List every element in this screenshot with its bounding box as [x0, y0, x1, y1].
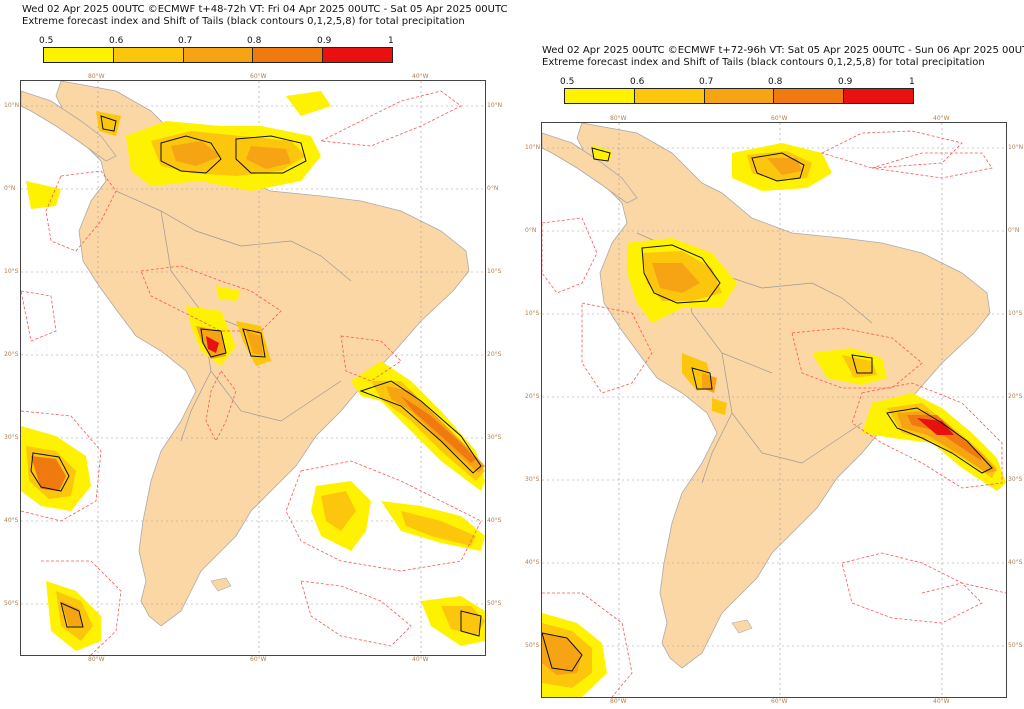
- colorbar-label: 0.9: [317, 36, 332, 46]
- left-map-svg: [21, 81, 485, 655]
- colorbar-label: 0.5: [39, 36, 54, 46]
- colorbar-label: 1: [388, 36, 394, 46]
- lat-label-right: 30°S: [1008, 476, 1023, 483]
- efi-southeast: [351, 361, 485, 491]
- central-america-land: [542, 132, 638, 204]
- lat-label: 10°S: [4, 268, 19, 275]
- lat-label-right: 10°N: [487, 102, 503, 109]
- right-title-line2: Extreme forecast index and Shift of Tail…: [542, 57, 985, 68]
- lat-label-right: 40°S: [1008, 559, 1023, 566]
- efi-north: [592, 143, 832, 191]
- lon-label-bottom: 60°W: [250, 656, 267, 663]
- right-map: [541, 122, 1007, 698]
- colorbar-segment: [113, 48, 184, 62]
- colorbar-label: 0.6: [109, 36, 124, 46]
- colorbar-label: 0.8: [768, 77, 783, 87]
- black-contours: [30, 115, 482, 637]
- right-title-line1: Wed 02 Apr 2025 00UTC ©ECMWF t+72-96h VT…: [542, 45, 1024, 56]
- lat-label-right: 10°S: [1008, 310, 1023, 317]
- lat-label: 30°S: [4, 434, 19, 441]
- lat-label-right: 50°S: [1008, 642, 1023, 649]
- lat-label-right: 20°S: [1008, 393, 1023, 400]
- efi-west-amazon: [627, 238, 737, 415]
- colorbar-segment: [634, 89, 705, 103]
- colorbar-label: 0.6: [630, 77, 645, 87]
- lat-label-right: 10°N: [1008, 144, 1024, 151]
- left-title-line1: Wed 02 Apr 2025 00UTC ©ECMWF t+48-72h VT…: [22, 4, 508, 15]
- lat-label-right: 10°S: [487, 268, 502, 275]
- lat-label: 10°N: [4, 102, 20, 109]
- lat-label: 20°S: [4, 351, 19, 358]
- lat-label-right: 0°N: [1008, 227, 1020, 234]
- lat-label: 10°N: [525, 144, 541, 151]
- lon-label-bottom: 80°W: [88, 656, 105, 663]
- lon-label: 60°W: [771, 115, 788, 122]
- colorbar-label: 0.5: [560, 77, 575, 87]
- right-map-svg: [542, 123, 1006, 697]
- graticule: [542, 123, 1006, 697]
- lat-label: 0°N: [4, 185, 16, 192]
- colorbar-segment: [565, 89, 635, 103]
- colorbar-segment: [844, 89, 913, 103]
- falklands-land: [210, 577, 232, 592]
- red-contours: [21, 90, 482, 655]
- lat-label: 10°S: [525, 310, 540, 317]
- lon-label: 60°W: [250, 73, 267, 80]
- lon-label-bottom: 40°W: [933, 698, 950, 705]
- lat-label: 40°S: [4, 517, 19, 524]
- left-title-line2: Extreme forecast index and Shift of Tail…: [22, 16, 465, 27]
- lat-label: 40°S: [525, 559, 540, 566]
- colorbar-segment: [253, 48, 324, 62]
- lon-label: 40°W: [412, 73, 429, 80]
- lat-label-right: 20°S: [487, 351, 502, 358]
- falklands-land: [731, 619, 753, 634]
- lon-label-bottom: 60°W: [771, 698, 788, 705]
- central-america-land: [21, 90, 117, 162]
- colorbar-segment: [183, 48, 254, 62]
- colorbar-segment: [774, 89, 845, 103]
- colorbar-label: 0.7: [699, 77, 714, 87]
- colorbar-label: 0.7: [178, 36, 193, 46]
- lat-label: 0°N: [525, 227, 537, 234]
- efi-pacific: [21, 426, 101, 651]
- lat-label-right: 50°S: [487, 600, 502, 607]
- efi-atlantic: [311, 481, 485, 646]
- lon-label: 80°W: [88, 73, 105, 80]
- left-map: [20, 80, 486, 656]
- colorbar-label: 0.8: [247, 36, 262, 46]
- lat-label-right: 0°N: [487, 185, 499, 192]
- colorbar-label: 1: [909, 77, 915, 87]
- lat-label: 20°S: [525, 393, 540, 400]
- efi-central: [186, 286, 271, 366]
- black-contours: [542, 147, 993, 672]
- colorbar-segment: [323, 48, 392, 62]
- red-contours: [542, 130, 1006, 697]
- colorbar-label: 0.9: [838, 77, 853, 87]
- lon-label-bottom: 80°W: [610, 698, 627, 705]
- colorbar-segment: [704, 89, 775, 103]
- colorbar-segment: [44, 48, 114, 62]
- lon-label: 80°W: [610, 115, 627, 122]
- lat-label-right: 30°S: [487, 434, 502, 441]
- lon-label-bottom: 40°W: [412, 656, 429, 663]
- lat-label: 50°S: [525, 642, 540, 649]
- lon-label: 40°W: [933, 115, 950, 122]
- lat-label: 30°S: [525, 476, 540, 483]
- lat-label: 50°S: [4, 600, 19, 607]
- lat-label-right: 40°S: [487, 517, 502, 524]
- efi-pacific: [542, 613, 607, 697]
